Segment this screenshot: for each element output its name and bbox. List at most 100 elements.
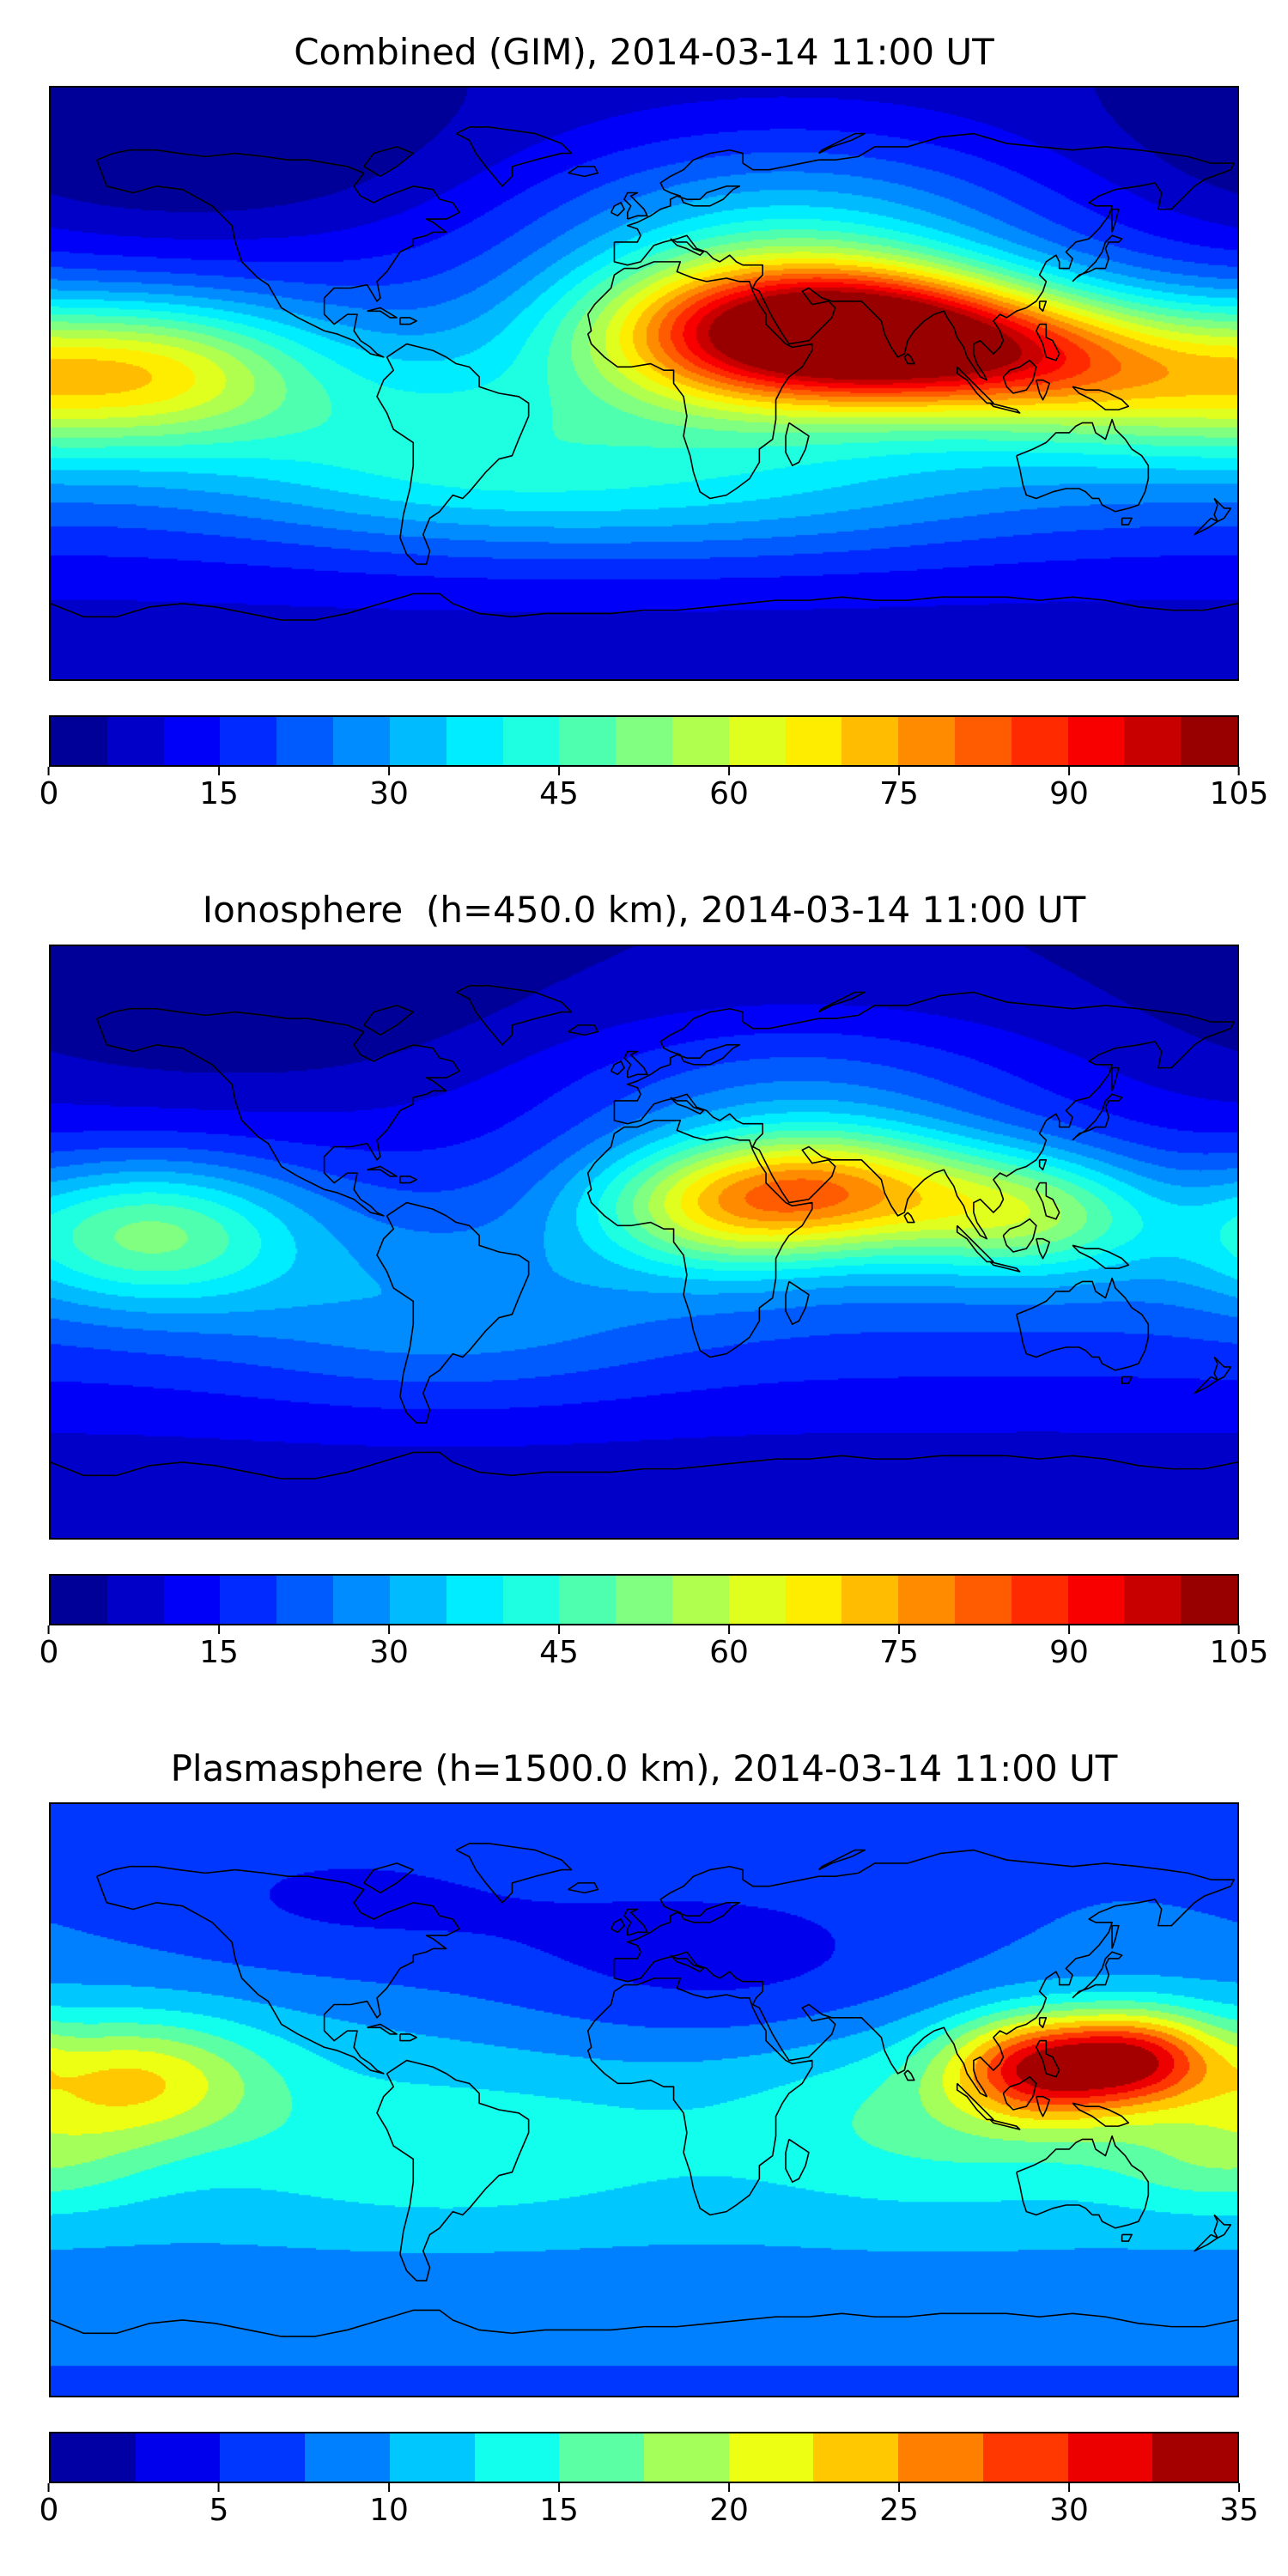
colorbar-segment: [276, 717, 334, 766]
tick-mark: [1238, 767, 1240, 776]
colorbar-tick: 75: [879, 767, 919, 811]
tick-mark: [1068, 1625, 1070, 1634]
colorbar-tick: 35: [1219, 2483, 1259, 2528]
colorbar-segment: [841, 1575, 899, 1624]
panel-plasmasphere: Plasmasphere (h=1500.0 km), 2014-03-14 1…: [39, 1747, 1259, 2537]
colorbar-tick-label: 20: [709, 2493, 749, 2529]
colorbar-ticks: 0 15 30 45 60 75 90 105: [39, 1625, 1268, 1679]
colorbar-segment: [220, 717, 277, 766]
colorbar-segment: [446, 1575, 503, 1624]
colorbar-tick: 75: [879, 1625, 919, 1670]
colorbar-segment: [982, 2433, 1068, 2482]
colorbar-tick: 15: [199, 1625, 239, 1670]
coastline-overlay: [51, 88, 1237, 679]
colorbar-segment: [728, 717, 786, 766]
colorbar-segment: [163, 1575, 221, 1624]
colorbar-tick: 45: [539, 767, 579, 811]
colorbar-segment: [1152, 2433, 1238, 2482]
colorbar-tick: 90: [1049, 767, 1089, 811]
colorbar-tick-label: 5: [209, 2493, 229, 2529]
tick-mark: [558, 767, 560, 776]
colorbar-tick-label: 15: [539, 2493, 579, 2529]
tick-mark: [728, 767, 730, 776]
colorbar-tick-label: 90: [1049, 776, 1089, 812]
colorbar-wrap: 0 5 10 15 20 25 30 35: [39, 2432, 1259, 2537]
colorbar-segment: [644, 2433, 729, 2482]
tick-mark: [1068, 2483, 1070, 2493]
colorbar-tick: 0: [39, 767, 59, 812]
colorbar-tick-label: 45: [539, 776, 579, 812]
tick-mark: [48, 1625, 50, 1634]
coastline-path: [51, 1844, 1237, 2336]
colorbar-tick-label: 0: [39, 2493, 59, 2529]
colorbar-tick: 0: [39, 1625, 59, 1670]
coastline-overlay: [51, 1804, 1237, 2396]
tec-contour-canvas: [51, 88, 1237, 680]
colorbar-segment: [135, 2433, 221, 2482]
panel-ionosphere: Ionosphere (h=450.0 km), 2014-03-14 11:0…: [39, 889, 1269, 1679]
tick-mark: [48, 767, 50, 776]
colorbar-segment: [220, 1575, 277, 1624]
colorbar-ticks: 0 5 10 15 20 25 30 35: [39, 2483, 1259, 2537]
colorbar-tick-label: 105: [1209, 1634, 1269, 1670]
colorbar-tick: 15: [539, 2483, 579, 2528]
colorbar-segment: [1181, 717, 1238, 766]
colorbar-segment: [616, 1575, 672, 1624]
colorbar-tick-label: 0: [39, 1634, 59, 1670]
tick-mark: [388, 767, 390, 776]
colorbar-tick: 60: [709, 1625, 749, 1670]
colorbar-tick: 20: [709, 2483, 749, 2528]
colorbar-segment: [51, 2433, 136, 2482]
tec-contour-canvas: [51, 1804, 1237, 2397]
colorbar-tick-label: 0: [39, 776, 59, 812]
colorbar-tick: 30: [1049, 2483, 1089, 2528]
colorbar-segment: [728, 2433, 814, 2482]
colorbar-tick: 0: [39, 2483, 59, 2529]
tick-mark: [1238, 1625, 1240, 1634]
coastline-path: [51, 986, 1237, 1479]
colorbar-tick-label: 75: [879, 1634, 919, 1670]
tick-mark: [728, 1625, 730, 1634]
colorbar: [49, 715, 1239, 768]
colorbar-segment: [474, 2433, 560, 2482]
colorbar-segment: [1011, 717, 1068, 766]
colorbar-wrap: 0 15 30 45 60 75 90 105: [39, 1573, 1268, 1679]
tick-mark: [388, 2483, 390, 2493]
colorbar-tick-label: 90: [1049, 1634, 1089, 1670]
colorbar-tick: 30: [369, 767, 409, 811]
colorbar-segment: [955, 717, 1012, 766]
colorbar-ticks: 0 15 30 45 60 75 90 105: [39, 767, 1268, 820]
colorbar-segment: [446, 717, 503, 766]
coastline-path: [51, 127, 1237, 620]
colorbar-segment: [220, 2433, 306, 2482]
colorbar: [49, 2432, 1239, 2484]
colorbar-segment: [898, 2433, 983, 2482]
colorbar-segment: [671, 717, 729, 766]
colorbar-wrap: 0 15 30 45 60 75 90 105: [39, 715, 1268, 820]
tick-mark: [1238, 2483, 1240, 2493]
map-frame: [49, 1802, 1239, 2398]
colorbar-segment: [163, 717, 221, 766]
colorbar-segment: [389, 1575, 447, 1624]
colorbar-tick: 90: [1049, 1625, 1089, 1670]
colorbar-tick-label: 60: [709, 1634, 749, 1670]
colorbar-tick: 60: [709, 767, 749, 811]
map-frame: [49, 86, 1239, 682]
colorbar-segment: [785, 717, 842, 766]
colorbar-tick-label: 30: [1049, 2493, 1089, 2529]
tick-mark: [898, 1625, 900, 1634]
colorbar-segment: [841, 717, 899, 766]
colorbar-segment: [898, 1575, 955, 1624]
colorbar-tick-label: 30: [369, 776, 409, 812]
colorbar-segment: [1067, 717, 1125, 766]
tick-mark: [558, 2483, 560, 2493]
colorbar-tick-label: 35: [1219, 2493, 1259, 2529]
colorbar-tick: 105: [1210, 767, 1268, 811]
colorbar-segment: [671, 1575, 729, 1624]
tick-mark: [898, 767, 900, 776]
colorbar-segment: [1124, 1575, 1182, 1624]
tick-mark: [898, 2483, 900, 2493]
tec-map-figure: Combined (GIM), 2014-03-14 11:00 UT 0 15 3…: [0, 31, 1288, 2537]
colorbar-tick: 25: [879, 2483, 919, 2528]
colorbar-segment: [559, 2433, 645, 2482]
